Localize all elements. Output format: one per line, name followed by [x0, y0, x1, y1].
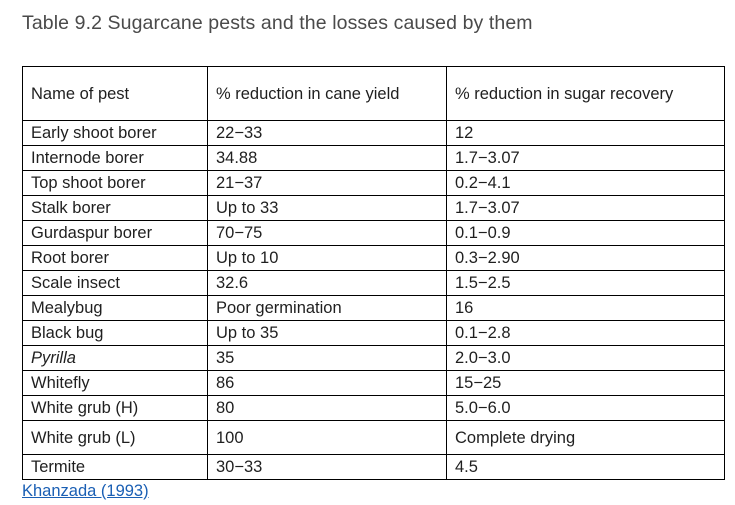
- table-row: Mealybug Poor germination 16: [22, 295, 725, 321]
- table-row: Pyrilla 35 2.0−3.0: [22, 345, 725, 371]
- sugar-recovery-cell: 1.7−3.07: [446, 145, 725, 171]
- table-row: White grub (L) 100 Complete drying: [22, 420, 725, 455]
- pest-name-cell: Whitefly: [22, 370, 208, 396]
- cane-yield-cell: 86: [207, 370, 447, 396]
- cane-yield-cell: Up to 33: [207, 195, 447, 221]
- sugar-recovery-cell: 0.1−0.9: [446, 220, 725, 246]
- table-row: Stalk borer Up to 33 1.7−3.07: [22, 195, 725, 221]
- pest-name-cell: White grub (L): [22, 420, 208, 455]
- sugar-recovery-cell: 4.5: [446, 454, 725, 480]
- sugar-recovery-cell: 12: [446, 120, 725, 146]
- table-row: Gurdaspur borer 70−75 0.1−0.9: [22, 220, 725, 246]
- pest-name-cell: Internode borer: [22, 145, 208, 171]
- sugar-recovery-cell: 0.1−2.8: [446, 320, 725, 346]
- sugar-recovery-cell: 16: [446, 295, 725, 321]
- sugar-recovery-cell: 2.0−3.0: [446, 345, 725, 371]
- sugar-recovery-cell: 0.2−4.1: [446, 170, 725, 196]
- cane-yield-cell: 80: [207, 395, 447, 421]
- cane-yield-cell: 32.6: [207, 270, 447, 296]
- pest-name-cell: Stalk borer: [22, 195, 208, 221]
- sugar-recovery-cell: 1.7−3.07: [446, 195, 725, 221]
- cane-yield-cell: 34.88: [207, 145, 447, 171]
- table-row: Internode borer 34.88 1.7−3.07: [22, 145, 725, 171]
- sugar-recovery-cell: 1.5−2.5: [446, 270, 725, 296]
- cane-yield-cell: Poor germination: [207, 295, 447, 321]
- cane-yield-cell: Up to 10: [207, 245, 447, 271]
- cane-yield-cell: Up to 35: [207, 320, 447, 346]
- pest-name-cell: Early shoot borer: [22, 120, 208, 146]
- cane-yield-cell: 100: [207, 420, 447, 455]
- table-row: Black bug Up to 35 0.1−2.8: [22, 320, 725, 346]
- pest-loss-table: Name of pest % reduction in cane yield %…: [22, 66, 725, 480]
- sugar-recovery-cell: Complete drying: [446, 420, 725, 455]
- pest-name-cell: Pyrilla: [22, 345, 208, 371]
- cane-yield-cell: 22−33: [207, 120, 447, 146]
- table-row: Termite 30−33 4.5: [22, 454, 725, 480]
- header-cane-yield: % reduction in cane yield: [207, 66, 447, 121]
- pest-name-cell: Black bug: [22, 320, 208, 346]
- cane-yield-cell: 21−37: [207, 170, 447, 196]
- pest-name-cell: White grub (H): [22, 395, 208, 421]
- cane-yield-cell: 35: [207, 345, 447, 371]
- table-row: Early shoot borer 22−33 12: [22, 120, 725, 146]
- table-row: Scale insect 32.6 1.5−2.5: [22, 270, 725, 296]
- table-caption: Table 9.2 Sugarcane pests and the losses…: [22, 12, 533, 34]
- table-row: White grub (H) 80 5.0−6.0: [22, 395, 725, 421]
- header-pest-name: Name of pest: [22, 66, 208, 121]
- table-header-row: Name of pest % reduction in cane yield %…: [22, 66, 725, 121]
- table-row: Root borer Up to 10 0.3−2.90: [22, 245, 725, 271]
- pest-name-cell: Termite: [22, 454, 208, 480]
- sugar-recovery-cell: 0.3−2.90: [446, 245, 725, 271]
- pest-name-cell: Gurdaspur borer: [22, 220, 208, 246]
- sugar-recovery-cell: 15−25: [446, 370, 725, 396]
- pest-name-cell: Top shoot borer: [22, 170, 208, 196]
- header-sugar-recovery: % reduction in sugar recovery: [446, 66, 725, 121]
- table-row: Top shoot borer 21−37 0.2−4.1: [22, 170, 725, 196]
- table-row: Whitefly 86 15−25: [22, 370, 725, 396]
- pest-name-cell: Root borer: [22, 245, 208, 271]
- sugar-recovery-cell: 5.0−6.0: [446, 395, 725, 421]
- cane-yield-cell: 30−33: [207, 454, 447, 480]
- pest-name-cell: Mealybug: [22, 295, 208, 321]
- cane-yield-cell: 70−75: [207, 220, 447, 246]
- source-citation-link[interactable]: Khanzada (1993): [22, 482, 149, 500]
- pest-name-cell: Scale insect: [22, 270, 208, 296]
